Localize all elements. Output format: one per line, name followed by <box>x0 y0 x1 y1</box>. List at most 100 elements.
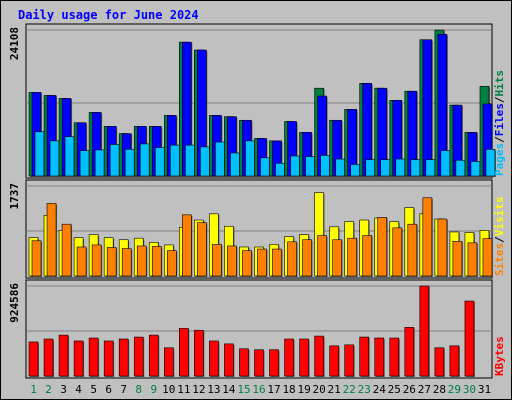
panel-3-kbytes-bar <box>28 341 39 377</box>
panel-3-ymax-label: 924586 <box>8 283 21 323</box>
panel-2-sites-bar <box>422 197 433 277</box>
panel-2-sites-bar <box>91 244 102 277</box>
x-tick-label: 21 <box>328 383 341 396</box>
panel-2-sites-bar <box>302 239 312 277</box>
panel-1-pages-bar <box>455 159 466 177</box>
panel-2-sites-bar <box>347 237 357 277</box>
x-tick-label: 5 <box>90 383 97 396</box>
panel-1-pages-bar <box>169 144 180 177</box>
panel-1-pages-bar <box>425 159 436 177</box>
panel-1-pages-bar <box>335 158 345 177</box>
panel-1-pages-bar <box>380 159 391 177</box>
panel-2-sites-bar <box>287 241 297 277</box>
panel-2-sites-bar <box>407 223 418 277</box>
panel-3-kbytes-bar <box>419 285 430 377</box>
panel-3-kbytes-bar <box>284 338 294 377</box>
x-tick-label: 4 <box>75 383 82 396</box>
panel-3-kbytes-bar <box>239 348 249 377</box>
x-tick-label: 18 <box>282 383 295 396</box>
panel-3-kbytes-bar <box>194 329 204 377</box>
x-tick-label: 25 <box>388 383 401 396</box>
panel-3-kbytes-bar <box>269 349 279 377</box>
x-tick-label: 20 <box>313 383 326 396</box>
panel-3-kbytes-bar <box>329 345 339 377</box>
panel-1-pages-bar <box>34 131 45 177</box>
panel-3-kbytes-bar <box>43 338 54 377</box>
panel-3-kbytes-bar <box>434 347 445 377</box>
panel-1-pages-bar <box>230 152 240 177</box>
panel-3-kbytes-bar <box>179 328 189 377</box>
x-tick-label: 17 <box>267 383 280 396</box>
panel-3-kbytes-bar <box>464 300 475 377</box>
x-tick-label: 23 <box>358 383 371 396</box>
panel-1-pages-bar <box>154 147 165 177</box>
panel-1-pages-bar <box>440 150 451 177</box>
panel-1-files-bar <box>422 39 433 177</box>
panel-1-pages-bar <box>305 156 315 177</box>
panel-3-kbytes-bar <box>404 327 415 377</box>
panel-1-pages-bar <box>49 140 60 177</box>
panel-2-sites-bar <box>242 250 252 277</box>
panel-1-pages-bar <box>245 140 255 177</box>
panel-2-sites-bar <box>166 250 177 277</box>
panel-1-pages-bar <box>124 149 135 177</box>
panel-3-kbytes-bar <box>88 337 99 377</box>
panel-1-pages-bar <box>260 157 270 177</box>
panel-2-sites-bar <box>212 244 222 277</box>
panel-3-kbytes-bar <box>58 334 69 377</box>
x-tick-label: 26 <box>403 383 416 396</box>
panel-3-kbytes-bar <box>374 337 385 377</box>
x-tick-label: 8 <box>135 383 142 396</box>
x-tick-label: 14 <box>222 383 236 396</box>
panel-1-pages-bar <box>485 149 496 177</box>
panel-1-pages-bar <box>350 164 360 177</box>
panel-1-pages-bar <box>215 141 225 177</box>
panel-1-pages-bar <box>365 159 376 177</box>
panel-2-sites-bar <box>377 217 388 277</box>
panel-3-kbytes-bar <box>163 347 174 377</box>
legend-visits: Visits <box>493 197 506 237</box>
x-tick-label: 3 <box>60 383 67 396</box>
panel-3-kbytes-bar <box>299 338 309 377</box>
x-tick-label: 30 <box>463 383 476 396</box>
x-tick-label: 6 <box>105 383 112 396</box>
x-tick-label: 15 <box>237 383 250 396</box>
panel-3-kbytes-bar <box>344 344 354 377</box>
panel-2-ymax-label: 1737 <box>8 183 21 210</box>
panel-2-sites-bar <box>151 246 162 277</box>
legend-files: Files <box>493 103 506 136</box>
panel-1-pages-bar <box>410 159 421 177</box>
panel-2-sites-bar <box>61 223 72 277</box>
panel-2-sites-bar <box>31 240 42 277</box>
x-tick-label: 10 <box>162 383 175 396</box>
panel-2-sites-bar <box>121 248 132 277</box>
x-tick-label: 7 <box>120 383 127 396</box>
panel-2-sites-bar <box>452 240 463 277</box>
panel-2-sites-bar <box>182 214 192 277</box>
panel-3-kbytes-bar <box>73 340 84 377</box>
x-tick-label: 27 <box>418 383 431 396</box>
legend-hits: Hits <box>493 70 506 97</box>
panel-3-kbytes-bar <box>449 345 460 377</box>
panel-3-series-legend: KBytes <box>493 336 506 376</box>
panel-1-pages-bar <box>109 144 120 177</box>
x-tick-label: 24 <box>373 383 387 396</box>
panel-3-kbytes-bar <box>118 338 129 377</box>
panel-2-sites-bar <box>467 242 478 277</box>
panel-1-pages-bar <box>200 146 210 177</box>
x-tick-label: 19 <box>297 383 310 396</box>
panel-2-sites-bar <box>482 238 493 277</box>
panel-1-pages-bar <box>139 143 150 177</box>
legend-kbytes: KBytes <box>493 336 506 376</box>
chart-title: Daily usage for June 2024 <box>18 8 199 22</box>
x-tick-label: 22 <box>343 383 356 396</box>
panel-2-sites-bar <box>76 246 87 277</box>
x-tick-label: 31 <box>478 383 491 396</box>
panel-1-pages-bar <box>185 144 195 177</box>
panel-3-kbytes-bar <box>254 349 264 377</box>
panel-1-pages-bar <box>320 155 330 177</box>
legend-pages: Pages <box>493 143 506 176</box>
x-tick-label: 1 <box>30 383 37 396</box>
panel-2-sites-bar <box>332 239 342 277</box>
panel-1-pages-bar <box>79 150 90 177</box>
